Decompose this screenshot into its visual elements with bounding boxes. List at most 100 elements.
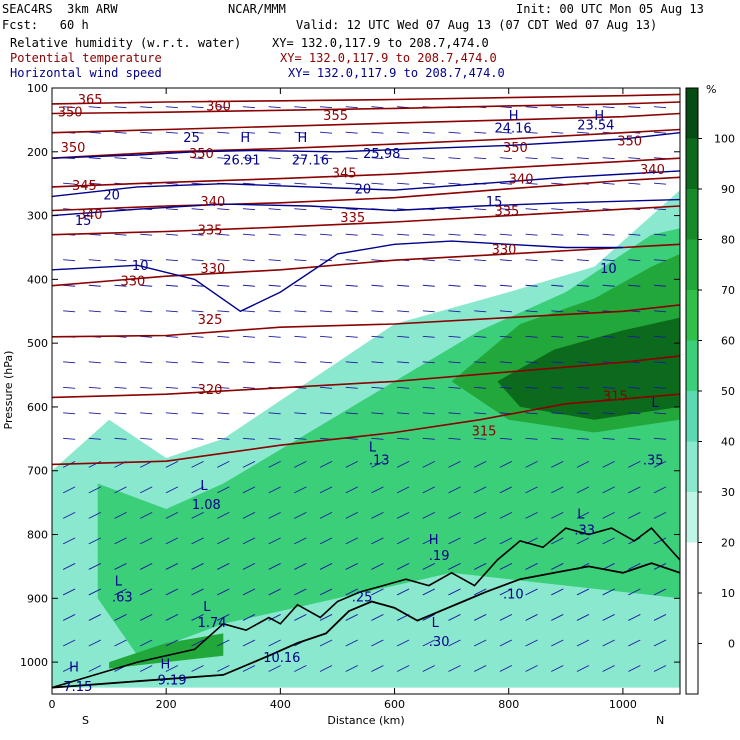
wind-vector: [396, 486, 410, 494]
wind-vector: [448, 335, 461, 338]
wind-vector: [217, 284, 230, 287]
contour-label: L: [651, 396, 659, 411]
rh-shading: [52, 190, 680, 688]
wind-vector: [268, 614, 281, 621]
wind-vector: [448, 361, 461, 364]
wind-vector: [653, 588, 667, 596]
wind-vector: [653, 614, 667, 621]
field-wind-xy: XY= 132.0,117.9 to 208.7,474.0: [288, 66, 505, 80]
wind-vector: [474, 335, 487, 338]
wind-vector: [217, 437, 230, 440]
wind-vector: [602, 106, 615, 109]
contour-label: 330: [200, 262, 225, 277]
wind-vector: [165, 233, 178, 236]
wind-vector: [268, 284, 281, 287]
wind-vector: [628, 106, 641, 109]
wind-vector: [448, 614, 461, 621]
wind-speed-contour-20: [52, 170, 680, 198]
x-end-label-left: S: [82, 714, 89, 727]
wind-vector: [217, 511, 230, 519]
wind-vector: [473, 486, 487, 494]
wind-vector: [242, 284, 256, 287]
wind-vector: [602, 157, 615, 160]
wind-vector: [62, 563, 76, 570]
wind-vector: [576, 537, 590, 545]
wind-vector: [165, 460, 179, 468]
wind-vector: [396, 537, 410, 545]
wind-vector: [114, 537, 127, 545]
wind-vector: [319, 563, 333, 570]
wind-vector: [499, 310, 512, 313]
wind-vector: [576, 460, 590, 468]
field-wind-name: Horizontal wind speed: [10, 66, 162, 80]
wind-vector: [628, 233, 641, 236]
wind-vector: [396, 563, 410, 570]
wind-vector: [139, 665, 153, 672]
wind-vector: [422, 563, 436, 570]
wind-vector: [653, 665, 667, 672]
y-tick-label: 300: [27, 210, 48, 223]
colorbar-segment: [686, 340, 698, 391]
wind-vector: [345, 511, 358, 519]
wind-vector: [268, 310, 281, 313]
wind-vector: [294, 437, 307, 440]
wind-vector: [653, 361, 667, 364]
wind-vector: [602, 284, 615, 287]
wind-vector: [217, 233, 230, 236]
wind-vector: [653, 284, 667, 287]
colorbar-tick-label: 80: [721, 234, 735, 247]
wind-vector: [551, 361, 564, 364]
wind-vector: [396, 588, 410, 596]
wind-vector: [88, 614, 102, 621]
wind-vector: [140, 233, 153, 236]
wind-vector: [217, 310, 230, 313]
wind-vector: [576, 614, 590, 621]
colorbar-segment: [686, 391, 698, 442]
wind-vector: [396, 511, 410, 519]
wind-vector: [602, 639, 615, 647]
wind-vector: [576, 412, 589, 415]
wind-vector: [88, 437, 101, 440]
wind-vector: [191, 437, 204, 440]
wind-vector: [191, 106, 204, 109]
wind-vector: [165, 588, 179, 596]
wind-vector: [422, 486, 436, 494]
wind-vector: [319, 259, 333, 262]
wind-vector: [576, 284, 589, 287]
wind-vector: [268, 106, 281, 109]
wind-vector: [499, 486, 513, 494]
wind-vector: [371, 412, 384, 415]
wind-vector: [88, 361, 101, 364]
wind-vector: [371, 665, 384, 672]
wind-vector: [397, 386, 410, 389]
wind-vector: [397, 437, 410, 440]
wind-vector: [397, 361, 410, 364]
wind-vector: [653, 131, 667, 134]
wind-vector: [653, 511, 667, 519]
wind-vector: [139, 537, 153, 545]
wind-vector: [268, 460, 281, 468]
wind-vector: [422, 386, 435, 389]
wind-vector: [551, 639, 564, 647]
wind-vector: [63, 259, 76, 262]
wind-vector: [345, 208, 358, 211]
wind-vector: [88, 412, 101, 415]
wind-vector: [397, 284, 410, 287]
wind-vector: [191, 460, 204, 468]
colorbar-segment: [686, 492, 698, 543]
valid-time: Valid: 12 UTC Wed 07 Aug 13 (07 CDT Wed …: [296, 18, 658, 32]
contour-label: H: [160, 657, 170, 672]
contour-label: 315: [472, 425, 497, 440]
wind-vector: [371, 310, 384, 313]
wind-vector: [294, 460, 307, 468]
wind-vector: [653, 639, 667, 647]
wind-vector: [114, 361, 127, 364]
wind-vector: [448, 588, 461, 596]
wind-vector: [88, 157, 101, 160]
wind-vector: [217, 386, 230, 389]
wind-vector: [217, 563, 230, 570]
y-tick-label: 900: [27, 592, 48, 605]
wind-vector: [319, 157, 333, 160]
wind-vector: [165, 486, 179, 494]
wind-vector: [345, 233, 358, 236]
